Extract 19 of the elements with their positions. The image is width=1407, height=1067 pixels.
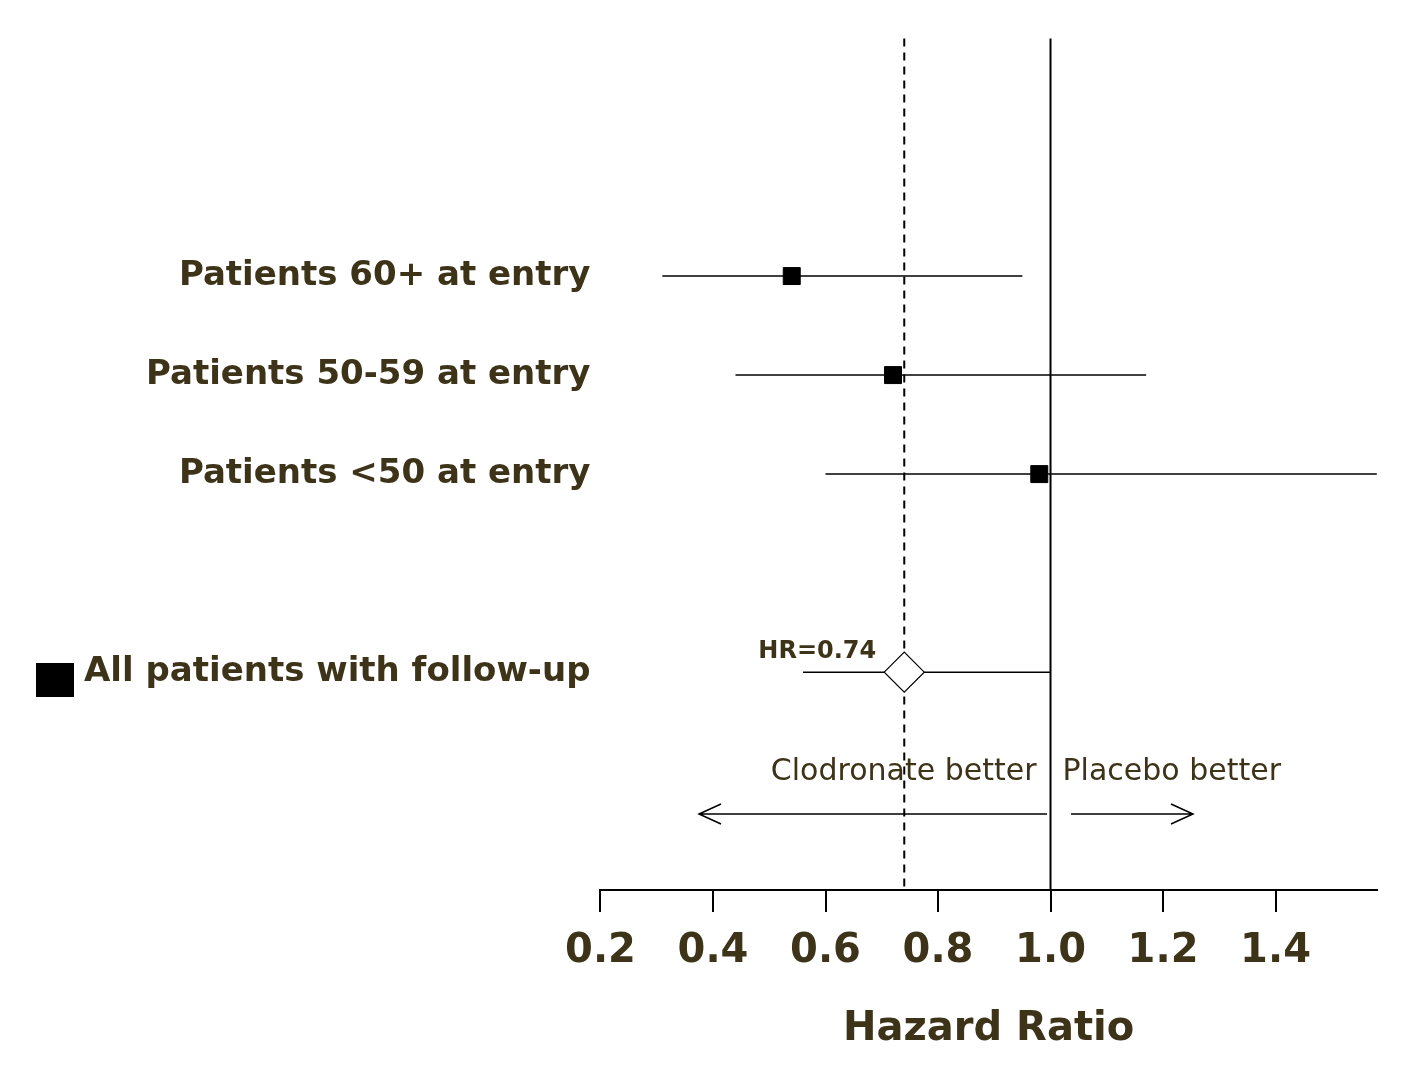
x-tick-label: 1.4 <box>1240 925 1311 972</box>
point <box>884 366 902 385</box>
annotation: HR=0.74 <box>758 636 877 665</box>
point <box>782 267 801 286</box>
x-tick-label: 0.4 <box>677 925 749 972</box>
x-tick-label: 1.2 <box>1127 925 1199 972</box>
y-tick-label: All patients with follow-up <box>84 648 591 689</box>
x-tick-label: 0.6 <box>790 925 861 972</box>
x-axis-title: Hazard Ratio <box>843 1003 1135 1050</box>
x-tick-label: 1.0 <box>1015 925 1086 972</box>
x-tick-label: 0.2 <box>565 925 636 972</box>
point <box>1030 465 1049 484</box>
point <box>883 651 925 693</box>
y-tick-label: Patients 60+ at entry <box>178 252 591 293</box>
text: Clodronate better <box>770 751 1038 787</box>
y-tick-label: Patients <50 at entry <box>178 450 591 491</box>
x-tick-label: 0.8 <box>902 925 974 972</box>
y-tick-label: Patients 50-59 at entry <box>145 351 591 392</box>
text: Placebo better <box>1062 751 1282 787</box>
